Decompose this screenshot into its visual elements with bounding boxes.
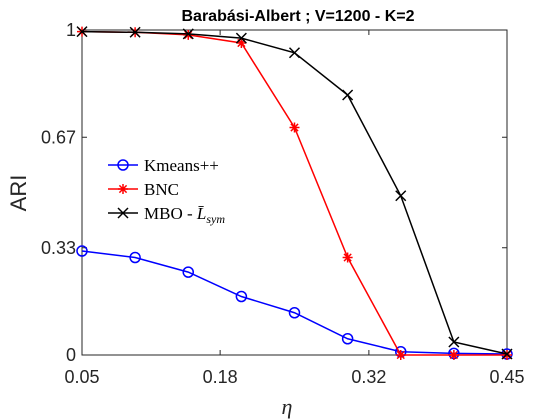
axes: 0.05 0.18 0.32 0.45 0 0.33 0.67 1 xyxy=(41,20,525,387)
legend-item: Kmeans++ xyxy=(108,156,219,175)
legend: Kmeans++ BNC MBO - L̄sym xyxy=(108,156,225,226)
asterisk-marker xyxy=(395,350,406,360)
asterisk-marker xyxy=(289,122,300,133)
x-marker xyxy=(182,28,194,40)
x-marker xyxy=(448,336,460,348)
y-tick-label: 0.33 xyxy=(41,238,76,258)
circle-marker xyxy=(129,251,141,264)
y-tick-label: 0.67 xyxy=(41,127,76,147)
series-layer xyxy=(76,26,513,360)
legend-label: MBO - L̄sym xyxy=(144,204,225,226)
legend-label: Kmeans++ xyxy=(144,156,219,175)
y-tick-label: 1 xyxy=(66,20,76,40)
x-marker xyxy=(76,26,88,38)
x-marker xyxy=(129,26,141,38)
legend-item: BNC xyxy=(108,180,179,199)
axes-box xyxy=(81,29,508,356)
asterisk-marker xyxy=(118,184,128,194)
asterisk-marker xyxy=(342,252,353,263)
circle-marker xyxy=(76,245,88,257)
legend-item: MBO - L̄sym xyxy=(108,204,225,226)
chart-title: Barabási-Albert ; V=1200 - K=2 xyxy=(182,8,415,25)
x-marker xyxy=(117,207,129,219)
asterisk-marker xyxy=(236,38,247,48)
x-marker xyxy=(501,348,513,360)
circle-marker xyxy=(235,290,248,303)
y-tick-label: 0 xyxy=(66,345,76,365)
x-marker xyxy=(288,47,301,59)
legend-label: BNC xyxy=(144,180,179,199)
x-tick-label: 0.18 xyxy=(203,367,238,387)
circle-marker xyxy=(182,266,194,278)
circle-marker xyxy=(117,159,129,171)
asterisk-marker xyxy=(448,350,459,360)
x-marker xyxy=(395,190,407,202)
circle-marker xyxy=(288,307,301,319)
series-x xyxy=(76,26,513,360)
x-tick-label: 0.05 xyxy=(64,367,99,387)
x-marker xyxy=(235,32,247,44)
x-axis-label: η xyxy=(282,394,293,419)
x-marker xyxy=(342,89,354,101)
x-tick-label: 0.32 xyxy=(351,367,386,387)
series-line xyxy=(81,250,508,355)
circle-marker xyxy=(341,333,354,345)
y-axis-label: ARI xyxy=(6,175,31,212)
x-tick-label: 0.45 xyxy=(489,367,524,387)
